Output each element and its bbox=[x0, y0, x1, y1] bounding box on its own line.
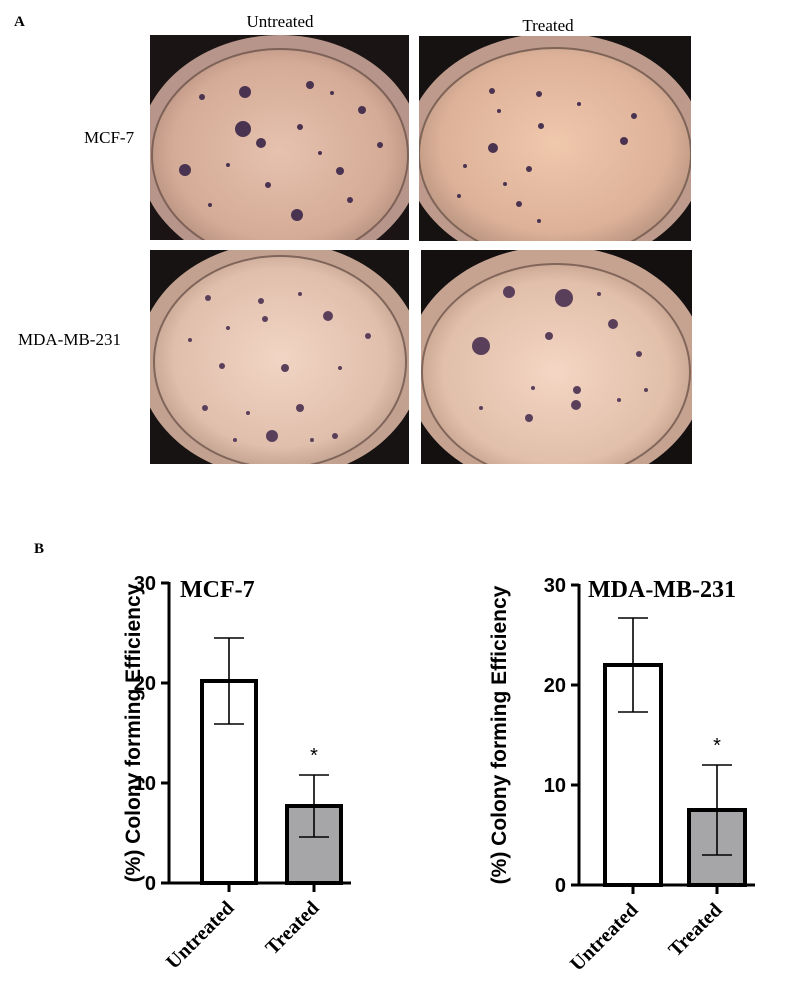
column-label-untreated: Untreated bbox=[246, 12, 314, 31]
y-axis-label: (%) Colony forming Efficiency bbox=[122, 583, 145, 882]
y-tick-label: 30 bbox=[134, 573, 156, 595]
panel-a-letter: A bbox=[14, 14, 25, 30]
bar-untreated bbox=[200, 679, 258, 885]
chart-title: MCF-7 bbox=[180, 577, 255, 603]
x-tick-label: Untreated bbox=[162, 897, 239, 974]
significance-marker: * bbox=[310, 745, 318, 767]
panel-b-letter: B bbox=[34, 541, 45, 557]
row-label-mcf7: MCF-7 bbox=[84, 128, 135, 147]
x-tick-label: Treated bbox=[261, 897, 323, 959]
y-tick-label: 0 bbox=[145, 873, 156, 895]
dish-photo-mcf7-treated bbox=[419, 36, 691, 241]
y-tick-label: 10 bbox=[544, 775, 566, 797]
y-tick-label: 10 bbox=[134, 773, 156, 795]
row-label-mda-mb-231: MDA-MB-231 bbox=[18, 330, 121, 349]
chart-mcf7: 0 10 20 30(%) Colony forming Efficiency MCF-… bbox=[122, 573, 351, 974]
y-tick-label: 30 bbox=[544, 575, 566, 597]
column-label-treated: Treated bbox=[522, 16, 574, 35]
dish-photo-mcf7-untreated bbox=[150, 35, 409, 240]
y-axis-label: (%) Colony forming Efficiency bbox=[488, 585, 511, 884]
x-tick-label: Untreated bbox=[566, 899, 643, 976]
y-tick-label: 0 bbox=[555, 875, 566, 897]
significance-marker: * bbox=[713, 735, 721, 757]
y-tick-label: 20 bbox=[134, 673, 156, 695]
x-tick-label: Treated bbox=[664, 899, 726, 961]
dish-photo-mda-untreated bbox=[150, 250, 409, 464]
chart-title: MDA-MB-231 bbox=[588, 577, 736, 603]
chart-mda: 0 10 20 30 (%) Colony forming Efficiency MDA-… bbox=[488, 575, 755, 976]
y-tick-label: 20 bbox=[544, 675, 566, 697]
dish-photo-mda-treated bbox=[421, 250, 692, 464]
